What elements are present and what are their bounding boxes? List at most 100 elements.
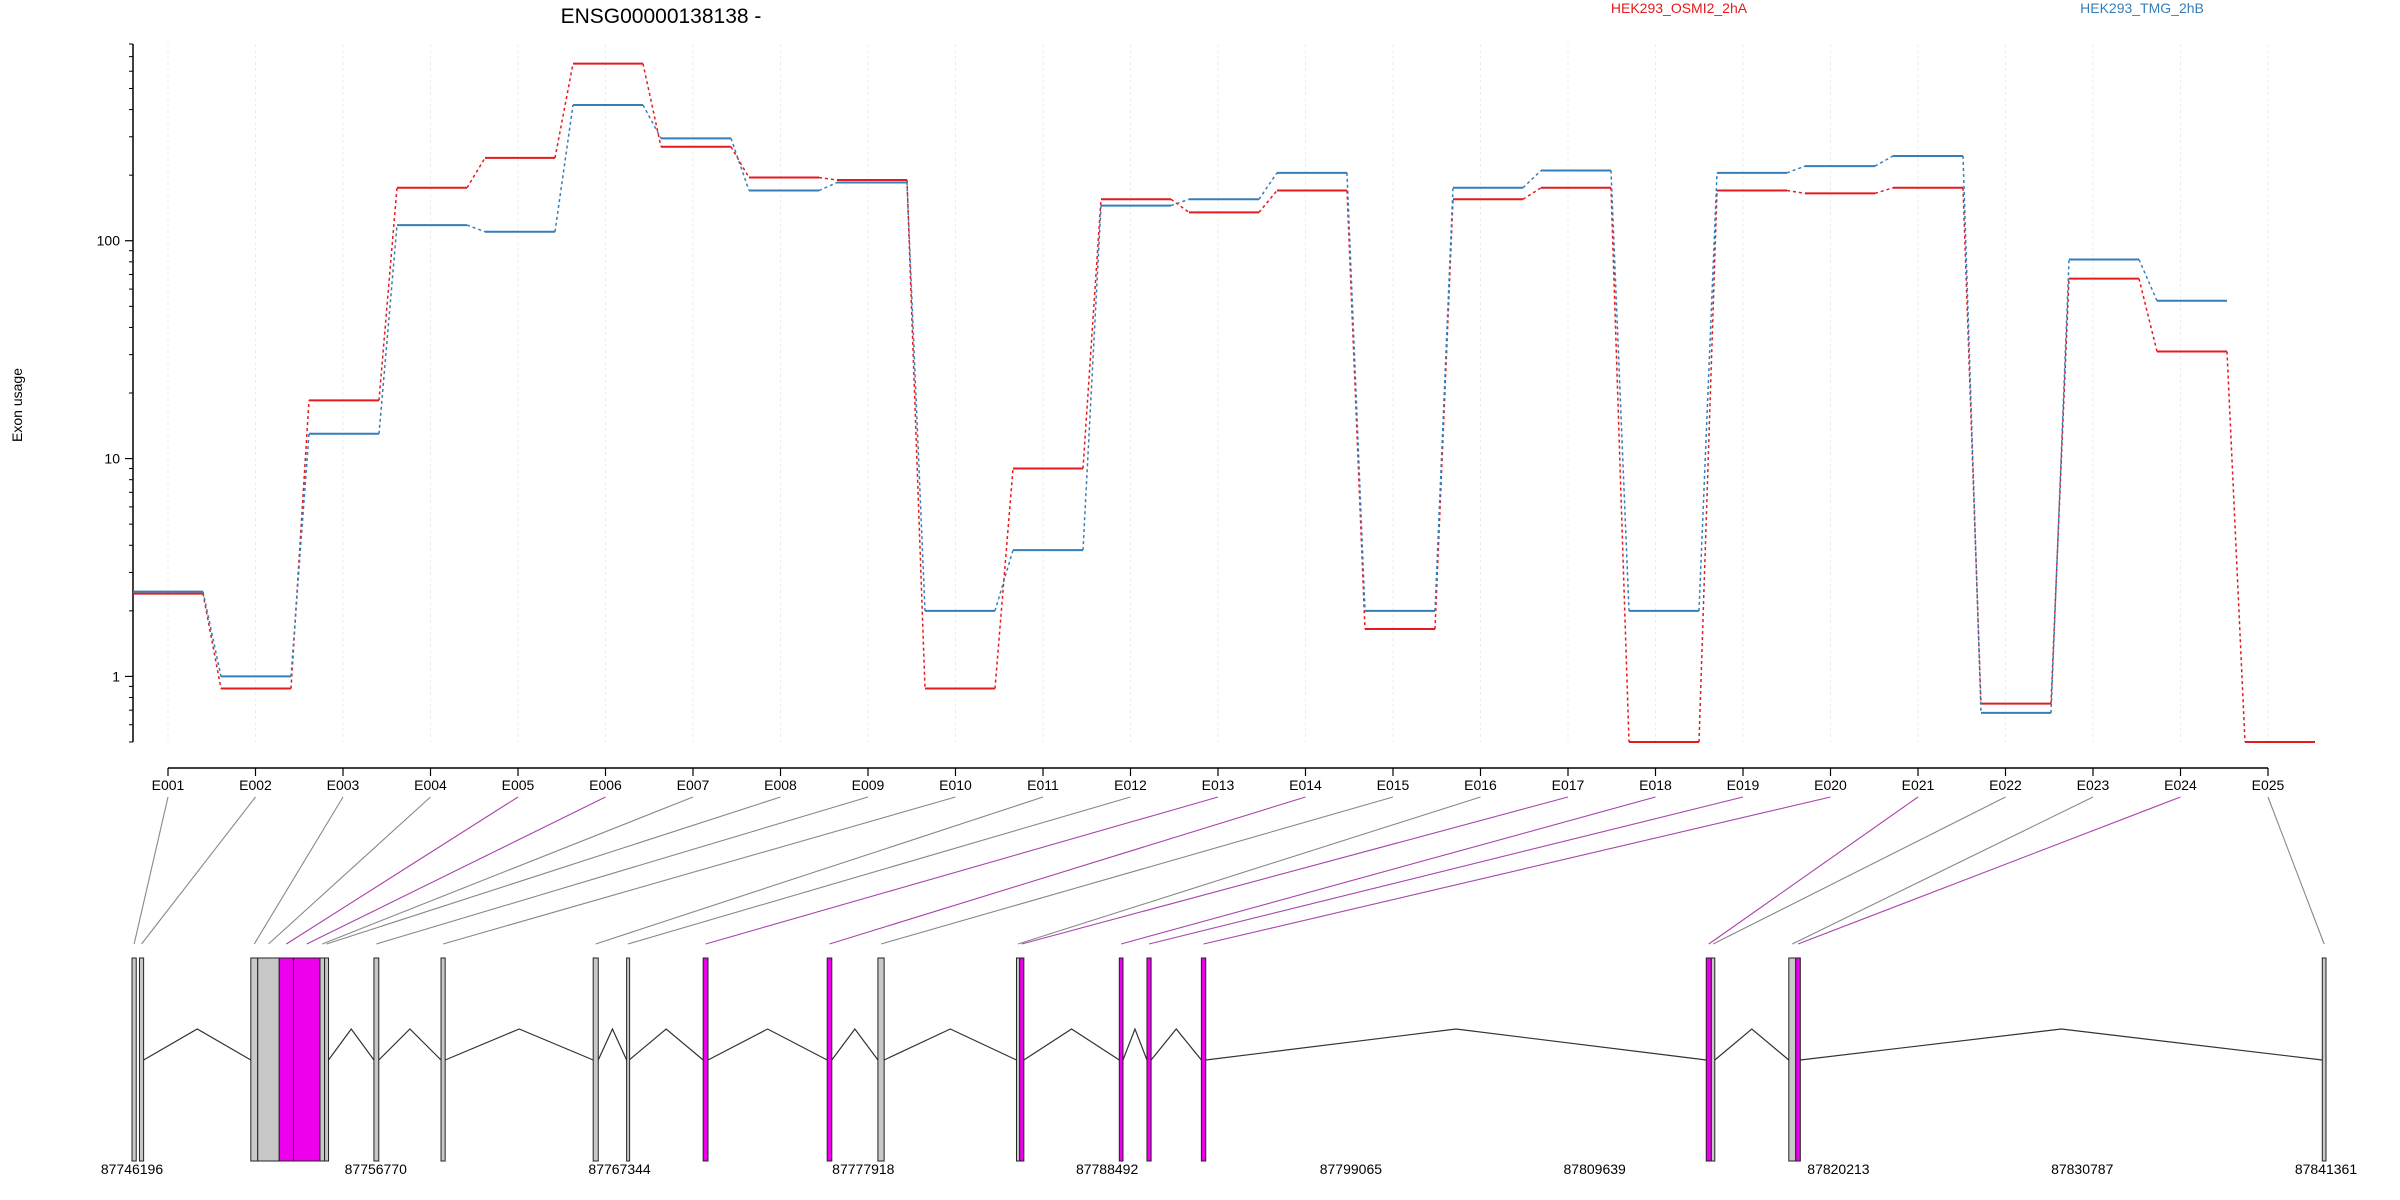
series-connector-HEK293_OSMI2_2hA: [1082, 199, 1102, 469]
x-tick-label-E017: E017: [1552, 777, 1585, 793]
x-tick-label-E003: E003: [327, 777, 360, 793]
x-tick-label-E002: E002: [239, 777, 272, 793]
series-connector-HEK293_TMG_2hB: [1082, 205, 1102, 551]
exon-box-E019: [1146, 957, 1152, 1162]
series-connector-HEK293_TMG_2hB: [994, 549, 1014, 612]
genomic-tick-label-87746196: 87746196: [101, 1161, 164, 1177]
exon-connector-E015: [880, 796, 1394, 945]
series-HEK293_OSMI2_2hA: [133, 62, 2315, 743]
x-tick-label-E015: E015: [1377, 777, 1410, 793]
intron-24: [1800, 1028, 2323, 1061]
exon-box-E012: [626, 957, 631, 1162]
exon-connector-E013: [705, 796, 1219, 945]
x-tick-label-E025: E025: [2252, 777, 2285, 793]
series-connector-HEK293_OSMI2_2hA: [1258, 190, 1278, 213]
exon-box-E023: [1788, 957, 1797, 1162]
intron-9: [378, 1028, 442, 1061]
exon-box-E006: [292, 957, 321, 1162]
chart-title: ENSG00000138138 -: [561, 5, 762, 28]
intron-14: [831, 1027, 879, 1061]
series-connector-HEK293_TMG_2hB: [1874, 155, 1894, 167]
series-connector-HEK293_OSMI2_2hA: [466, 157, 486, 189]
series-connector-HEK293_TMG_2hB: [1522, 169, 1542, 189]
x-tick-label-E013: E013: [1202, 777, 1235, 793]
y-axis-label: Exon usage: [9, 368, 25, 442]
exon-connector-E006: [306, 796, 606, 945]
exon-connector-E025: [2267, 796, 2325, 945]
series-connector-HEK293_OSMI2_2hA: [1434, 199, 1454, 630]
exon-box-E025: [2321, 957, 2327, 1162]
exon-connector-E004: [268, 796, 431, 945]
series-connector-HEK293_OSMI2_2hA: [378, 187, 398, 401]
exon-connector-E018: [1120, 796, 1656, 945]
exon-box-E013: [702, 957, 709, 1162]
x-tick-label-E018: E018: [1639, 777, 1672, 793]
series-connector-HEK293_OSMI2_2hA: [1874, 187, 1894, 195]
intron-13: [707, 1028, 828, 1061]
series-connector-HEK293_TMG_2hB: [1962, 155, 1982, 713]
exon-box-E003: [250, 957, 259, 1162]
genomic-tick-label-87809639: 87809639: [1564, 1161, 1627, 1177]
series-connector-HEK293_OSMI2_2hA: [1610, 187, 1630, 743]
series-connector-HEK293_OSMI2_2hA: [554, 63, 574, 159]
exon-box-E004: [257, 957, 280, 1162]
genomic-tick-label-87767344: 87767344: [588, 1161, 651, 1177]
series-connector-HEK293_OSMI2_2hA: [1522, 187, 1542, 200]
series-connector-HEK293_OSMI2_2hA: [818, 176, 838, 181]
series-connector-HEK293_TMG_2hB: [1434, 187, 1454, 611]
series-connector-HEK293_TMG_2hB: [1610, 170, 1630, 611]
exon-box-E021: [1705, 957, 1712, 1162]
x-tick-label-E001: E001: [152, 777, 185, 793]
exon-connectors: [133, 796, 2325, 945]
x-tick-label-E005: E005: [502, 777, 535, 793]
intron-11: [597, 1027, 628, 1061]
exon-connector-E021: [1708, 796, 1919, 945]
exon-box-E001: [131, 957, 137, 1162]
x-tick-label-E008: E008: [764, 777, 797, 793]
exon-connector-E017: [1021, 796, 1569, 945]
series-connector-HEK293_TMG_2hB: [378, 225, 398, 434]
exon-connector-E012: [627, 796, 1131, 945]
genomic-tick-label-87788492: 87788492: [1076, 1161, 1139, 1177]
intron-15: [883, 1028, 1017, 1061]
intron-18: [1122, 1027, 1148, 1061]
series-connector-HEK293_OSMI2_2hA: [994, 468, 1014, 689]
intron-22: [1714, 1028, 1790, 1061]
series-connector-HEK293_TMG_2hB: [554, 104, 574, 232]
series-connector-HEK293_OSMI2_2hA: [642, 63, 662, 147]
series-connector-HEK293_TMG_2hB: [1698, 172, 1718, 611]
genomic-tick-label-87777918: 87777918: [832, 1161, 895, 1177]
series-connector-HEK293_TMG_2hB: [1786, 165, 1806, 174]
y-tick-label-100: 100: [97, 233, 121, 249]
series-connector-HEK293_TMG_2hB: [290, 433, 310, 677]
series-connector-HEK293_TMG_2hB: [1170, 198, 1190, 207]
exon-connector-E024: [1797, 796, 2181, 945]
exon-box-E014: [826, 957, 833, 1162]
legend-label-HEK293_OSMI2_2hA: HEK293_OSMI2_2hA: [1611, 0, 1748, 16]
intron-12: [628, 1028, 704, 1061]
x-tick-label-E007: E007: [677, 777, 710, 793]
x-tick-label-E009: E009: [852, 777, 885, 793]
exon-connector-E009: [376, 796, 869, 945]
x-tick-label-E011: E011: [1027, 777, 1059, 793]
series-connector-HEK293_TMG_2hB: [1346, 172, 1366, 611]
gene-model: 87746196 87756770 87767344 87777918 87788492…: [101, 957, 2357, 1177]
exon-box-E005: [278, 957, 294, 1162]
y-tick-label-10: 10: [104, 451, 120, 467]
exon-box-E008: [324, 957, 330, 1162]
exon-connector-E020: [1203, 796, 1831, 945]
x-tick-label-E021: E021: [1902, 777, 1935, 793]
grid-lines: [167, 44, 2269, 742]
axes: 1 10 100 E001 E002 E003 E004 E005 E006 E007 E008 E0…: [97, 43, 2285, 793]
series-connector-HEK293_OSMI2_2hA: [1170, 198, 1190, 213]
exon-connector-E022: [1712, 796, 2006, 945]
series-connector-HEK293_TMG_2hB: [466, 224, 486, 233]
exon-box-E024: [1795, 957, 1801, 1162]
exon-connector-E001: [133, 796, 169, 945]
exon-box-E002: [138, 957, 145, 1162]
exon-connector-E023: [1792, 796, 2094, 945]
genomic-tick-label-87820213: 87820213: [1807, 1161, 1870, 1177]
intron-10: [444, 1028, 594, 1061]
exon-box-E010: [440, 957, 446, 1162]
x-tick-label-E012: E012: [1114, 777, 1147, 793]
